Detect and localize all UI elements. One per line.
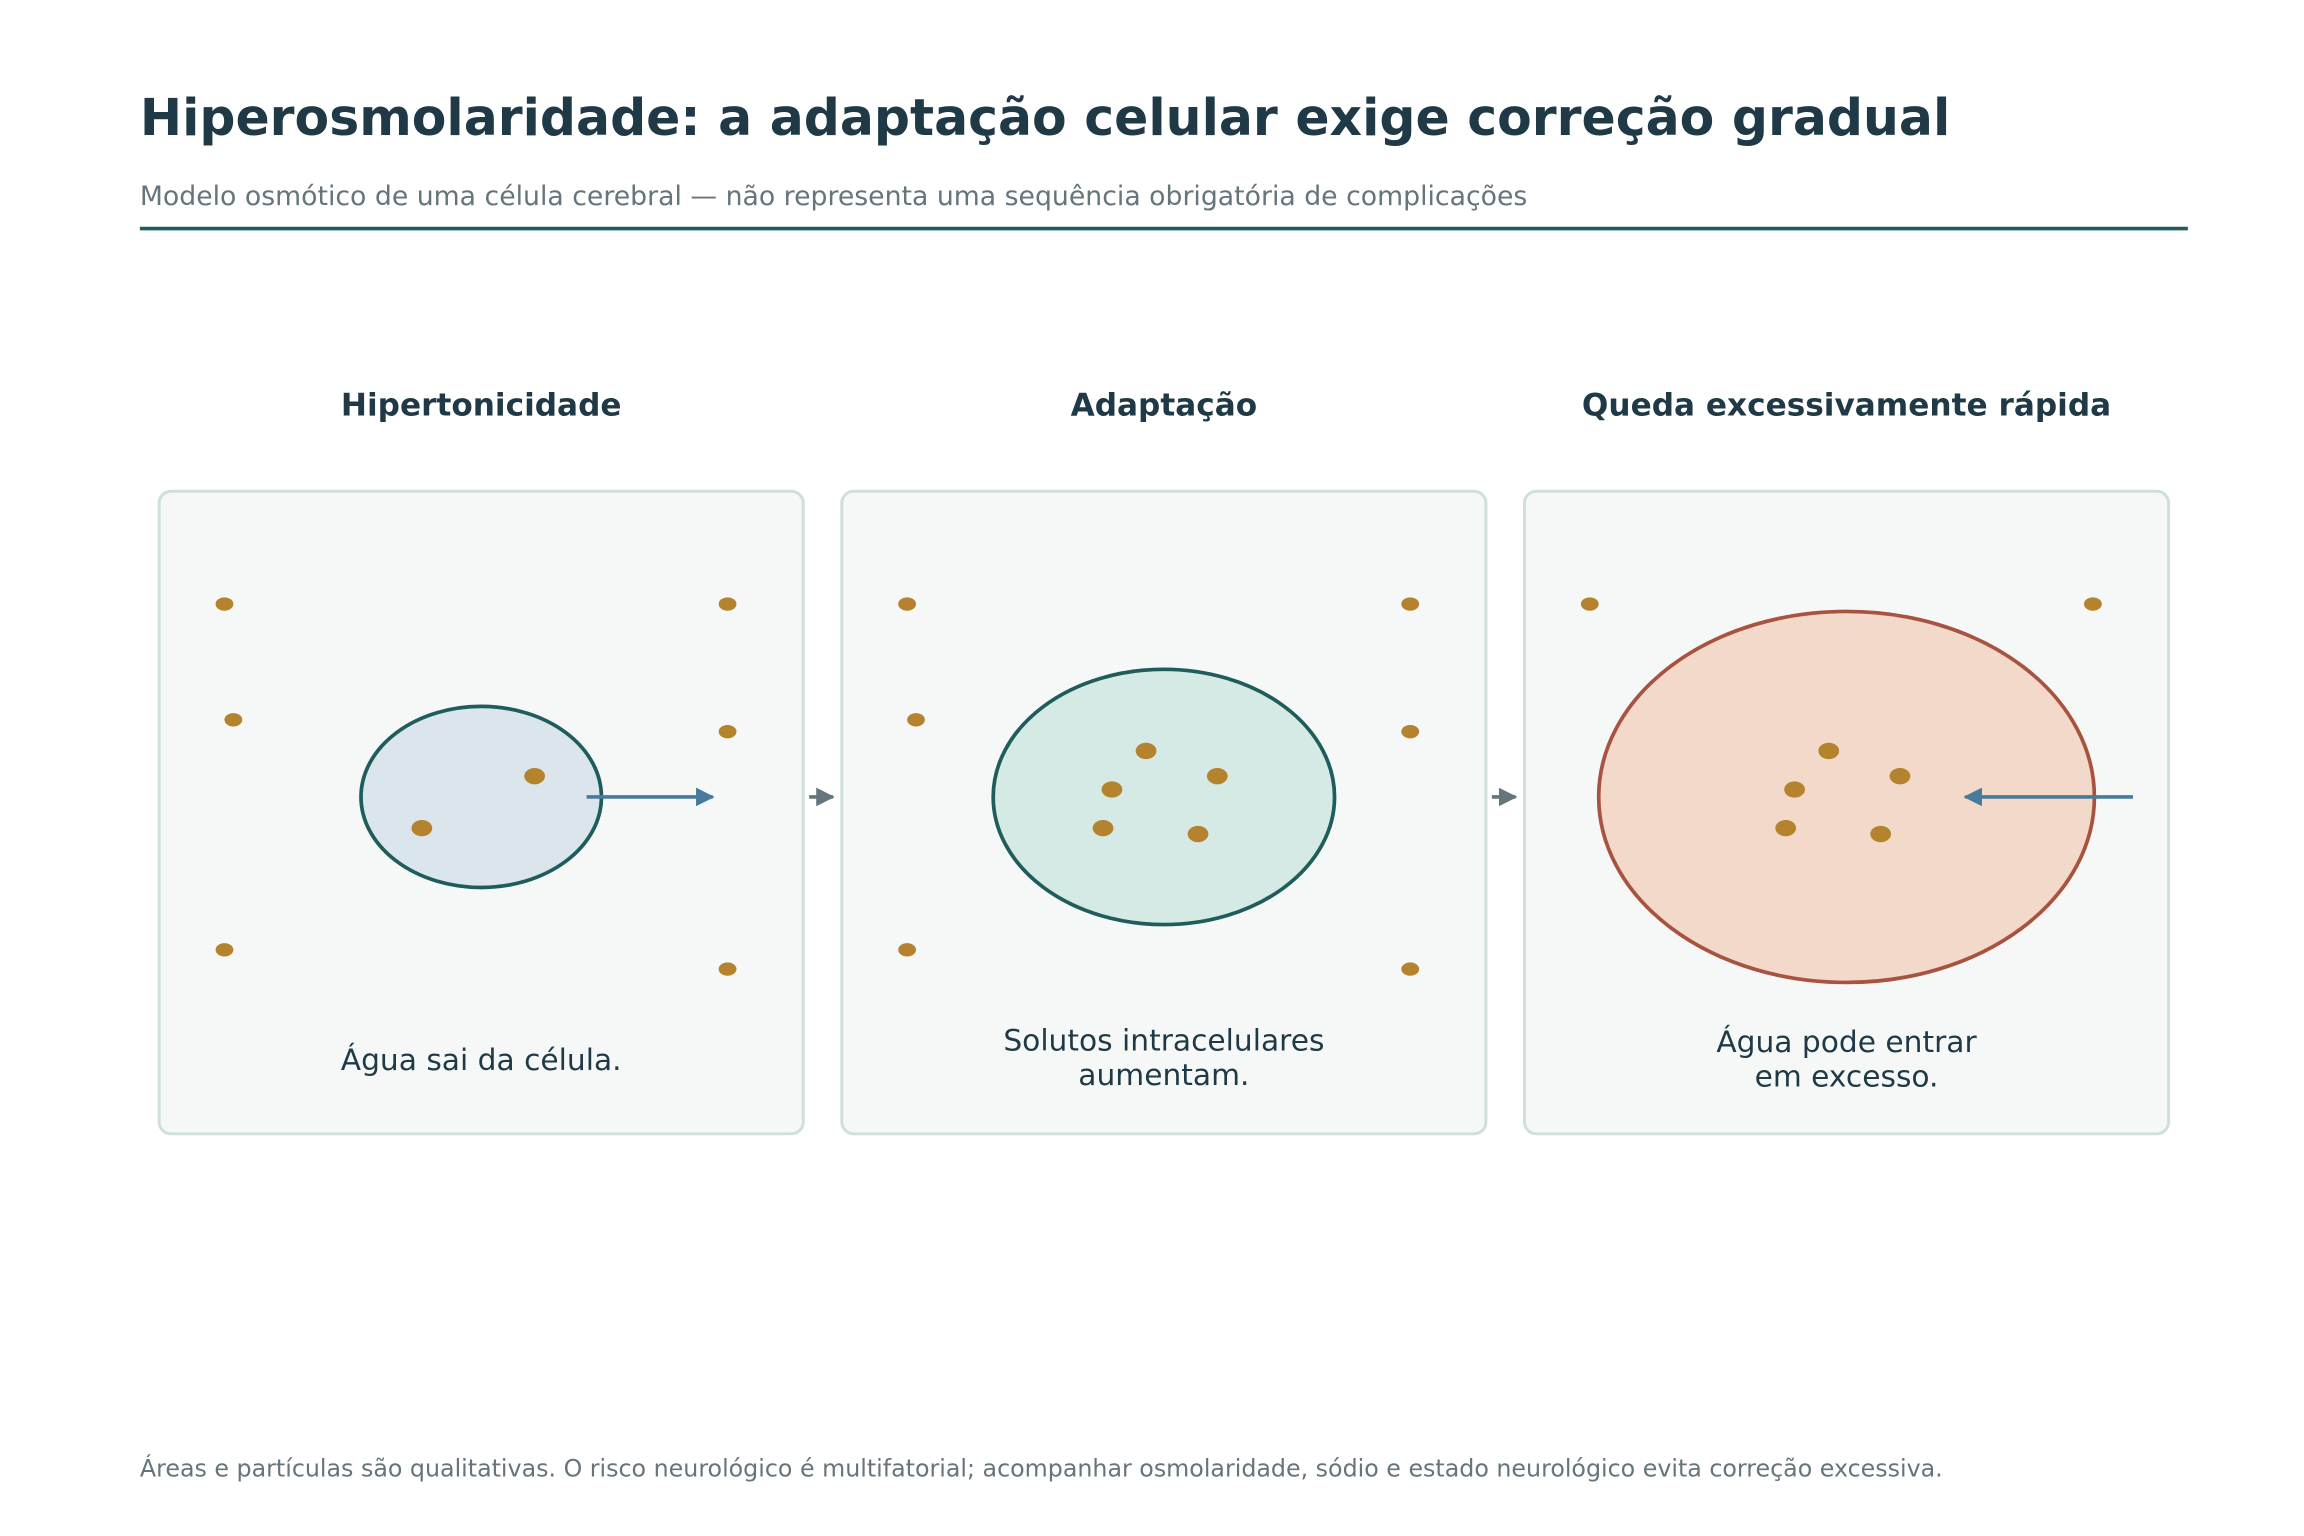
solute-particle (1187, 825, 1209, 843)
solute-particle (1206, 768, 1228, 785)
solute-particle (215, 597, 234, 611)
solute-particle (524, 768, 546, 785)
solute-particle (907, 713, 925, 727)
solute-particle (718, 962, 737, 976)
cell (991, 667, 1337, 927)
title: Hiperosmolaridade: a adaptação celular e… (140, 88, 1950, 147)
solutes (1775, 742, 1911, 843)
subtitle: Modelo osmótico de uma célula cerebral —… (140, 181, 1527, 212)
panel-title: Adaptação (1071, 388, 1258, 424)
panel-caption: Água sai da célula. (341, 1042, 622, 1077)
caption-line: aumentam. (1078, 1057, 1249, 1092)
panel-caption: Água pode entrar em excesso. (1716, 1024, 1977, 1093)
panel-caption: Solutos intracelulares aumentam. (1003, 1023, 1324, 1092)
cell (359, 704, 604, 890)
caption-line: em excesso. (1755, 1058, 1939, 1093)
solutes (411, 768, 546, 837)
solute-particle (1580, 597, 1599, 611)
caption-line: Solutos intracelulares (1003, 1023, 1324, 1058)
solute-particle (224, 713, 243, 727)
solute-particle (1889, 768, 1911, 785)
solute-particle (1401, 597, 1420, 611)
solute-particle (898, 597, 917, 611)
solute-particle (718, 724, 737, 739)
solute-particle (1401, 724, 1420, 739)
panel-title: Hipertonicidade (341, 388, 622, 424)
panel-title: Queda excessivamente rápida (1582, 388, 2111, 424)
solute-particle (1818, 742, 1840, 760)
solute-particle (1775, 819, 1797, 837)
solute-particle (1870, 825, 1892, 843)
solute-particle (411, 819, 433, 837)
solute-particle (898, 943, 917, 957)
caption-line: Água pode entrar (1716, 1024, 1977, 1059)
solutes (898, 597, 1420, 976)
solutes (215, 597, 737, 976)
solute-particle (1092, 819, 1114, 837)
solute-particle (2083, 597, 2102, 611)
solute-particle (718, 597, 737, 611)
solute-particle (215, 943, 234, 957)
solutes (1092, 742, 1228, 843)
solute-particle (1135, 742, 1157, 760)
solute-particle (1401, 962, 1420, 976)
caption-line: Água sai da célula. (341, 1042, 622, 1077)
solute-particle (1784, 781, 1805, 798)
solute-particle (1101, 781, 1123, 798)
solutes (1580, 597, 2102, 611)
footer-note: Áreas e partículas são qualitativas. O r… (140, 1455, 1943, 1483)
